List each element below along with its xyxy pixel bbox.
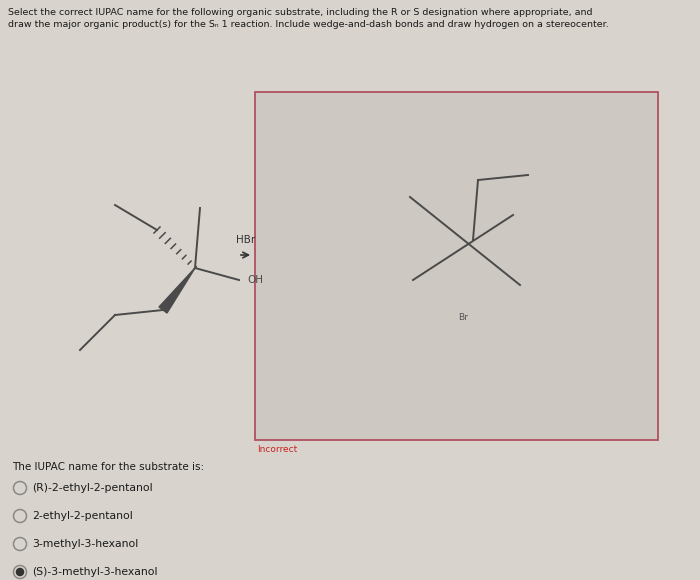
Text: draw the major organic product(s) for the Sₙ 1 reaction. Include wedge-and-dash : draw the major organic product(s) for th… [8, 20, 609, 29]
Polygon shape [159, 268, 195, 313]
Circle shape [16, 568, 24, 575]
Text: (S)-3-methyl-3-hexanol: (S)-3-methyl-3-hexanol [32, 567, 158, 577]
Text: OH: OH [247, 275, 263, 285]
Text: 2-ethyl-2-pentanol: 2-ethyl-2-pentanol [32, 511, 133, 521]
Text: Incorrect: Incorrect [257, 445, 298, 454]
Text: HBr: HBr [236, 235, 255, 245]
Text: 3-methyl-3-hexanol: 3-methyl-3-hexanol [32, 539, 139, 549]
Text: The IUPAC name for the substrate is:: The IUPAC name for the substrate is: [12, 462, 204, 472]
Text: (R)-2-ethyl-2-pentanol: (R)-2-ethyl-2-pentanol [32, 483, 153, 493]
Text: Br: Br [458, 313, 468, 322]
Text: Select the correct IUPAC name for the following organic substrate, including the: Select the correct IUPAC name for the fo… [8, 8, 592, 17]
Bar [255, 92, 658, 440]
